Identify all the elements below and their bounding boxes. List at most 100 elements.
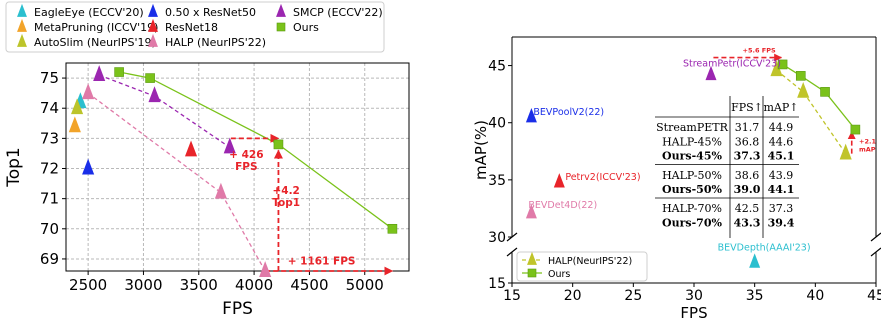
left-annotation: + 426 FPS (229, 149, 263, 173)
left-y-tick-label: 73 (40, 129, 59, 147)
right-point-label-bevdepth-aaai-23: BEVDepth(AAAI'23) (718, 242, 811, 253)
table-cell-map: 37.3 (769, 202, 794, 215)
right-point-label-streampetr-iccv-23: StreamPetr(ICCV'23) (683, 59, 781, 70)
right-legend-marker-halp-neurips-22 (527, 251, 537, 265)
table-header-cell: FPS↑ (731, 101, 763, 114)
right-point-bevpoolv2-22 (525, 108, 537, 123)
left-point-halp-neurips-22 (214, 182, 227, 199)
right-x-tick-label: 15 (503, 288, 521, 304)
table-cell-fps: 31.7 (735, 121, 760, 134)
left-annotation-line: + 426 (229, 149, 263, 161)
left-chart: 2500 3000 3500 4000 4500 5000 69 70 71 72 73 74 75 FP… (4, 1, 410, 319)
left-grid (66, 63, 409, 271)
left-series-line-halp-neurips-22 (87, 92, 266, 272)
left-x-tick-label: 3000 (124, 276, 162, 294)
left-x-tick-label: 5000 (346, 276, 384, 294)
table-cell-fps: 43.3 (734, 216, 761, 229)
left-x-tick-label: 4500 (290, 276, 328, 294)
left-legend-box (5, 1, 385, 53)
right-y-tick-label: 30 (488, 230, 506, 246)
left-y-tick-label: 70 (40, 220, 59, 238)
right-legend-label-ours: Ours (548, 269, 570, 280)
table-cell-map: 44.9 (769, 121, 794, 134)
left-legend-marker-halp-neurips-22 (148, 33, 158, 47)
right-annotation: +2.1 mAP (859, 137, 876, 153)
right-y-tick-label: 15 (488, 276, 506, 292)
left-annotation-line: Top1 (272, 197, 300, 209)
right-axis-break-mark (506, 247, 518, 257)
left-y-tick-label: 74 (40, 99, 59, 117)
right-point-ours (795, 71, 806, 81)
right-point-bevdepth-aaai-23 (749, 253, 761, 268)
right-legend: HALP(NeurIPS'22) Ours (516, 251, 648, 282)
left-annotation: + 1161 FPS (288, 255, 356, 267)
left-legend-marker-0-50-x-resnet50 (148, 3, 158, 17)
table-cell-map: 44.1 (768, 183, 795, 196)
left-legend-marker-autoslim-neurips-19 (17, 33, 27, 47)
right-y-tick-label: 45 (488, 59, 506, 75)
left-y-tick-label: 69 (40, 250, 59, 268)
table-cell-method: Ours-70% (662, 216, 722, 229)
table-cell-fps: 42.5 (735, 202, 760, 215)
left-point-ours (387, 223, 398, 234)
right-annotation-line: +2.1 (859, 137, 876, 145)
left-point-0-50-x-resnet50 (82, 158, 95, 175)
right-point-streampetr-iccv-23 (705, 65, 717, 81)
right-x-tick-label: 35 (746, 288, 764, 304)
right-series-line-ours (782, 63, 856, 130)
left-annotation-line: FPS (235, 161, 257, 173)
right-annotation-line: mAP (859, 145, 876, 153)
left-legend-label-halp-neurips-22: HALP (NeurIPS'22) (165, 36, 266, 49)
left-y-tick-label: 72 (40, 160, 59, 178)
table-cell-fps: 37.3 (734, 150, 761, 163)
right-point-halp-neurips-22 (770, 60, 783, 77)
left-point-smcp-eccv-22 (223, 137, 236, 154)
table-cell-map: 43.9 (769, 169, 794, 182)
right-point-ours (820, 87, 830, 97)
left-annotation-line: +4.2 (272, 185, 299, 197)
table-cell-fps: 36.8 (735, 135, 760, 148)
left-point-halp-neurips-22 (259, 261, 272, 277)
left-legend-label-metapruning-iccv-19: MetaPruning (ICCV'19) (34, 21, 158, 34)
right-x-tick-label: 45 (867, 288, 881, 304)
right-y-tick-label: 35 (488, 173, 506, 189)
left-point-ours (114, 67, 124, 77)
right-point-petrv2-iccv-23 (553, 173, 565, 188)
left-point-autoslim-neurips-19 (71, 98, 84, 115)
left-x-tick-label: 4000 (235, 276, 273, 294)
left-point-ours (145, 73, 155, 83)
left-y-axis-title: Top1 (4, 147, 24, 188)
table-cell-method: Ours-50% (662, 183, 722, 196)
left-point-halp-neurips-22 (82, 83, 95, 100)
right-annotation: +5.6 FPS (743, 46, 776, 54)
left-legend-marker-ours (276, 22, 286, 32)
left-legend-label-0-50-x-resnet50: 0.50 x ResNet50 (165, 6, 256, 19)
right-legend-marker-ours (527, 268, 537, 278)
table-header-cell: mAP↑ (764, 101, 799, 114)
left-legend-label-smcp-eccv-22: SMCP (ECCV'22) (293, 6, 383, 19)
left-x-tick-label: 2500 (69, 276, 107, 294)
right-point-label-bevpoolv2-22: BEVPoolV2(22) (533, 107, 604, 118)
right-annotation-line: +5.6 FPS (743, 46, 776, 54)
table-cell-fps: 38.6 (735, 169, 760, 182)
left-legend-marker-metapruning-iccv-19 (17, 18, 27, 32)
table-cell-method: Ours-45% (662, 150, 722, 163)
right-legend-label-halp-neurips-22: HALP(NeurIPS'22) (548, 256, 632, 267)
table-cell-method: HALP-45% (662, 135, 722, 148)
left-legend-marker-eagleeye-eccv-20 (17, 3, 27, 17)
left-plot-frame (65, 62, 410, 272)
left-point-smcp-eccv-22 (93, 65, 106, 81)
table-cell-method: HALP-70% (662, 202, 722, 215)
left-legend-label-ours: Ours (293, 21, 319, 34)
left-x-tick-label: 3500 (180, 276, 218, 294)
right-x-axis-title: FPS (680, 304, 707, 321)
right-x-tick-label: 40 (806, 288, 824, 304)
right-point-ours (777, 59, 788, 70)
right-x-tick-label: 25 (624, 288, 642, 304)
right-point-ours (850, 124, 861, 135)
comparison-table: FPS↑ mAP↑ StreamPETR 31.7 44.9 HALP-45% 36.8 44… (655, 96, 799, 238)
table-cell-map: 39.4 (768, 216, 795, 229)
right-point-halp-neurips-22 (839, 143, 852, 160)
right-x-tick-label: 20 (564, 288, 582, 304)
